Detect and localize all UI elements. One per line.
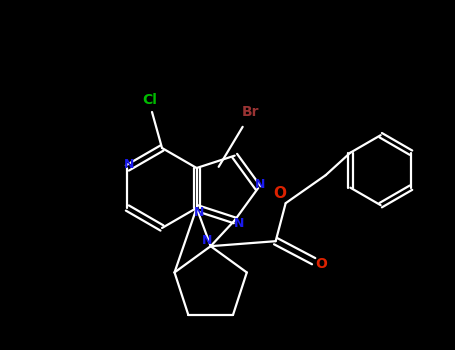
Text: O: O xyxy=(316,257,328,271)
Text: N: N xyxy=(255,177,265,190)
Text: N: N xyxy=(193,205,204,218)
Text: N: N xyxy=(124,158,135,170)
Text: O: O xyxy=(273,186,286,201)
Text: Cl: Cl xyxy=(142,93,157,107)
Text: N: N xyxy=(233,217,244,230)
Text: Br: Br xyxy=(242,105,259,119)
Text: N: N xyxy=(202,234,212,247)
